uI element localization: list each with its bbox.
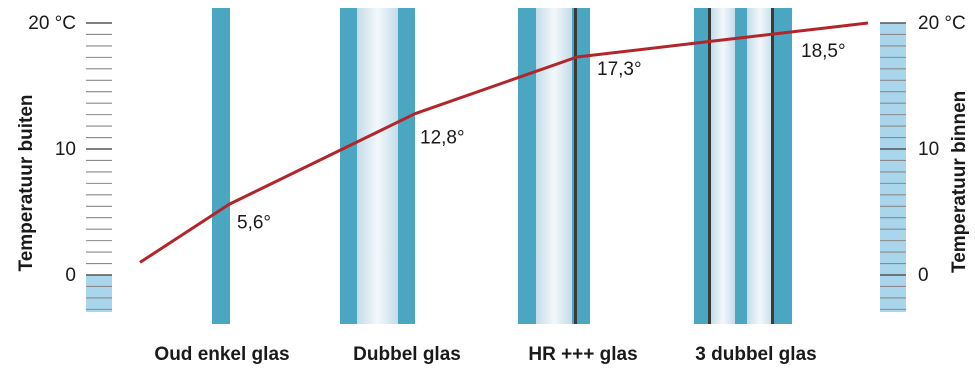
pane-oud-enkel xyxy=(212,8,230,324)
coating-layer xyxy=(708,8,711,324)
surface-temp-label-dubbel: 12,8° xyxy=(420,128,465,149)
glass-sheet xyxy=(735,8,747,324)
scale-tick-label: 20 °C xyxy=(918,13,966,34)
scale-tick-label: 0 xyxy=(918,265,929,286)
glass-sheet xyxy=(578,8,590,324)
glass-sheet xyxy=(518,8,536,324)
pane-dubbel xyxy=(340,8,415,324)
indoor-temperature-axis-label: Temperatuur binnen xyxy=(949,90,970,273)
pane-hr xyxy=(518,8,590,324)
scale-tick-label: 20 °C xyxy=(28,13,76,34)
label-dubbel: Dubbel glas xyxy=(353,344,461,365)
label-hr: HR +++ glas xyxy=(528,344,638,365)
glass-sheet xyxy=(340,8,357,324)
scale-tick-label: 10 xyxy=(918,139,939,160)
surface-temp-label-hr: 17,3° xyxy=(597,59,642,80)
scale-fill xyxy=(880,23,906,312)
label-3-dubbel: 3 dubbel glas xyxy=(695,344,817,365)
coating-layer xyxy=(574,8,577,324)
scale-tick-label: 10 xyxy=(55,139,76,160)
glass-sheet xyxy=(774,8,792,324)
surface-temp-label-3-dubbel: 18,5° xyxy=(801,41,846,62)
air-gap xyxy=(357,8,398,324)
glass-sheet xyxy=(398,8,415,324)
air-gap xyxy=(747,8,773,324)
temperature-curve xyxy=(139,21,869,264)
scale-fill xyxy=(86,275,112,312)
surface-temp-label-oud-enkel: 5,6° xyxy=(237,212,271,233)
glass-sheet xyxy=(212,8,230,324)
pane-3-dubbel xyxy=(694,8,792,324)
outdoor-temperature-axis-label: Temperatuur buiten xyxy=(16,94,37,272)
left-thermometer-scale: 20 °C 10 0 xyxy=(28,13,112,312)
right-thermometer-scale: 20 °C 10 0 xyxy=(880,13,966,312)
scale-tick-label: 0 xyxy=(65,265,76,286)
surface-temperature-labels: 5,6° 12,8° 17,3° 18,5° xyxy=(237,41,846,234)
glass-sheet xyxy=(694,8,708,324)
label-oud-enkel: Oud enkel glas xyxy=(154,344,290,365)
air-gap xyxy=(536,8,572,324)
coating-layer xyxy=(771,8,774,324)
air-gap xyxy=(711,8,735,324)
